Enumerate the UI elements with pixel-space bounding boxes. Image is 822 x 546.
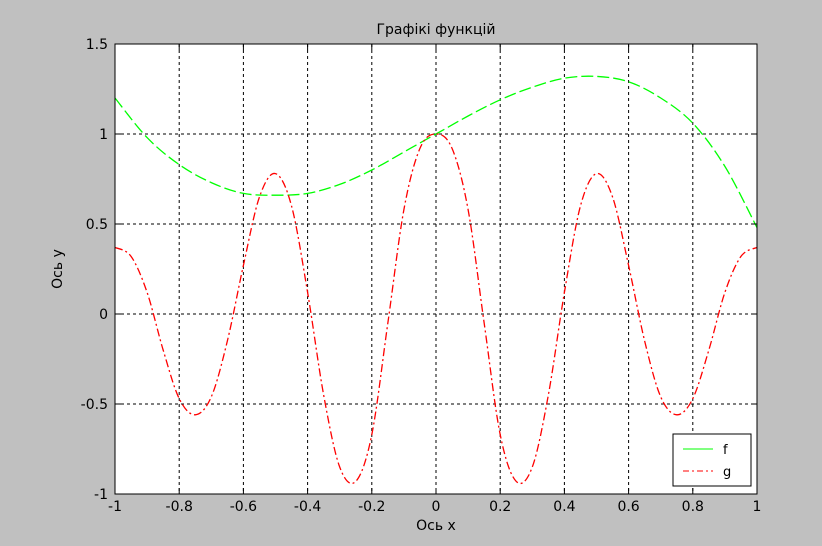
legend: f g	[672, 433, 752, 487]
y-tick-label: 0	[99, 307, 108, 323]
x-tick-label: -0.6	[230, 499, 257, 515]
x-tick-label: 0.4	[553, 499, 575, 515]
x-tick-label: 0.6	[617, 499, 639, 515]
series-line-g	[114, 133, 758, 485]
x-tick-label: 1	[753, 499, 762, 515]
x-tick-label: 0	[432, 499, 441, 515]
legend-box	[672, 433, 752, 487]
x-axis-title: Ось x	[416, 518, 456, 534]
legend-label-f: f	[723, 443, 728, 458]
y-axis-title: Ось y	[50, 249, 66, 289]
grid	[115, 44, 757, 494]
series-line-f	[114, 75, 758, 228]
x-tick-label: 0.2	[489, 499, 511, 515]
y-tick-label: 0.5	[86, 217, 108, 233]
x-tick-label: -0.8	[166, 499, 193, 515]
y-tick-label: -1	[94, 487, 108, 503]
ticks	[114, 43, 758, 495]
y-tick-label: -0.5	[81, 397, 108, 413]
tick-labels: -1 -0.8 -0.6 -0.4 -0.2 0 0.2 0.4 0.6 0.8 1 -1 -0.5 0 0…	[81, 37, 762, 515]
y-tick-label: 1	[99, 127, 108, 143]
x-tick-label: -1	[108, 499, 122, 515]
x-tick-label: -0.2	[358, 499, 385, 515]
legend-label-g: g	[723, 465, 731, 480]
chart-title: Графікі функцій	[376, 22, 495, 38]
series-layer	[114, 75, 758, 485]
x-tick-label: -0.4	[294, 499, 321, 515]
x-tick-label: 0.8	[682, 499, 704, 515]
y-tick-label: 1.5	[86, 37, 108, 53]
